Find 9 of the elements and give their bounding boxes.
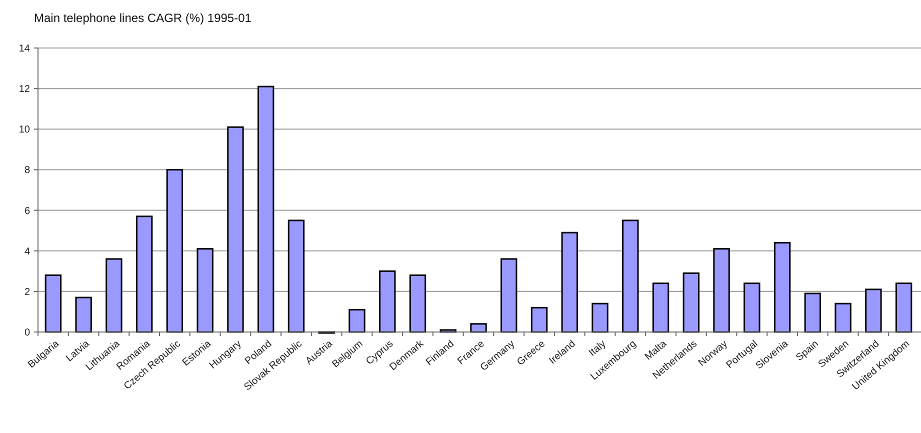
y-tick-label: 14 (18, 44, 30, 54)
y-tick-label: 10 (18, 124, 30, 136)
y-tick-label: 12 (18, 84, 30, 96)
y-tick-label: 2 (24, 286, 30, 298)
chart-title: Main telephone lines CAGR (%) 1995-01 (34, 11, 252, 25)
y-tick-label: 4 (24, 246, 30, 258)
y-tick-label: 6 (24, 206, 30, 217)
y-tick-label: 8 (24, 165, 30, 176)
y-tick-label: 0 (24, 328, 30, 338)
